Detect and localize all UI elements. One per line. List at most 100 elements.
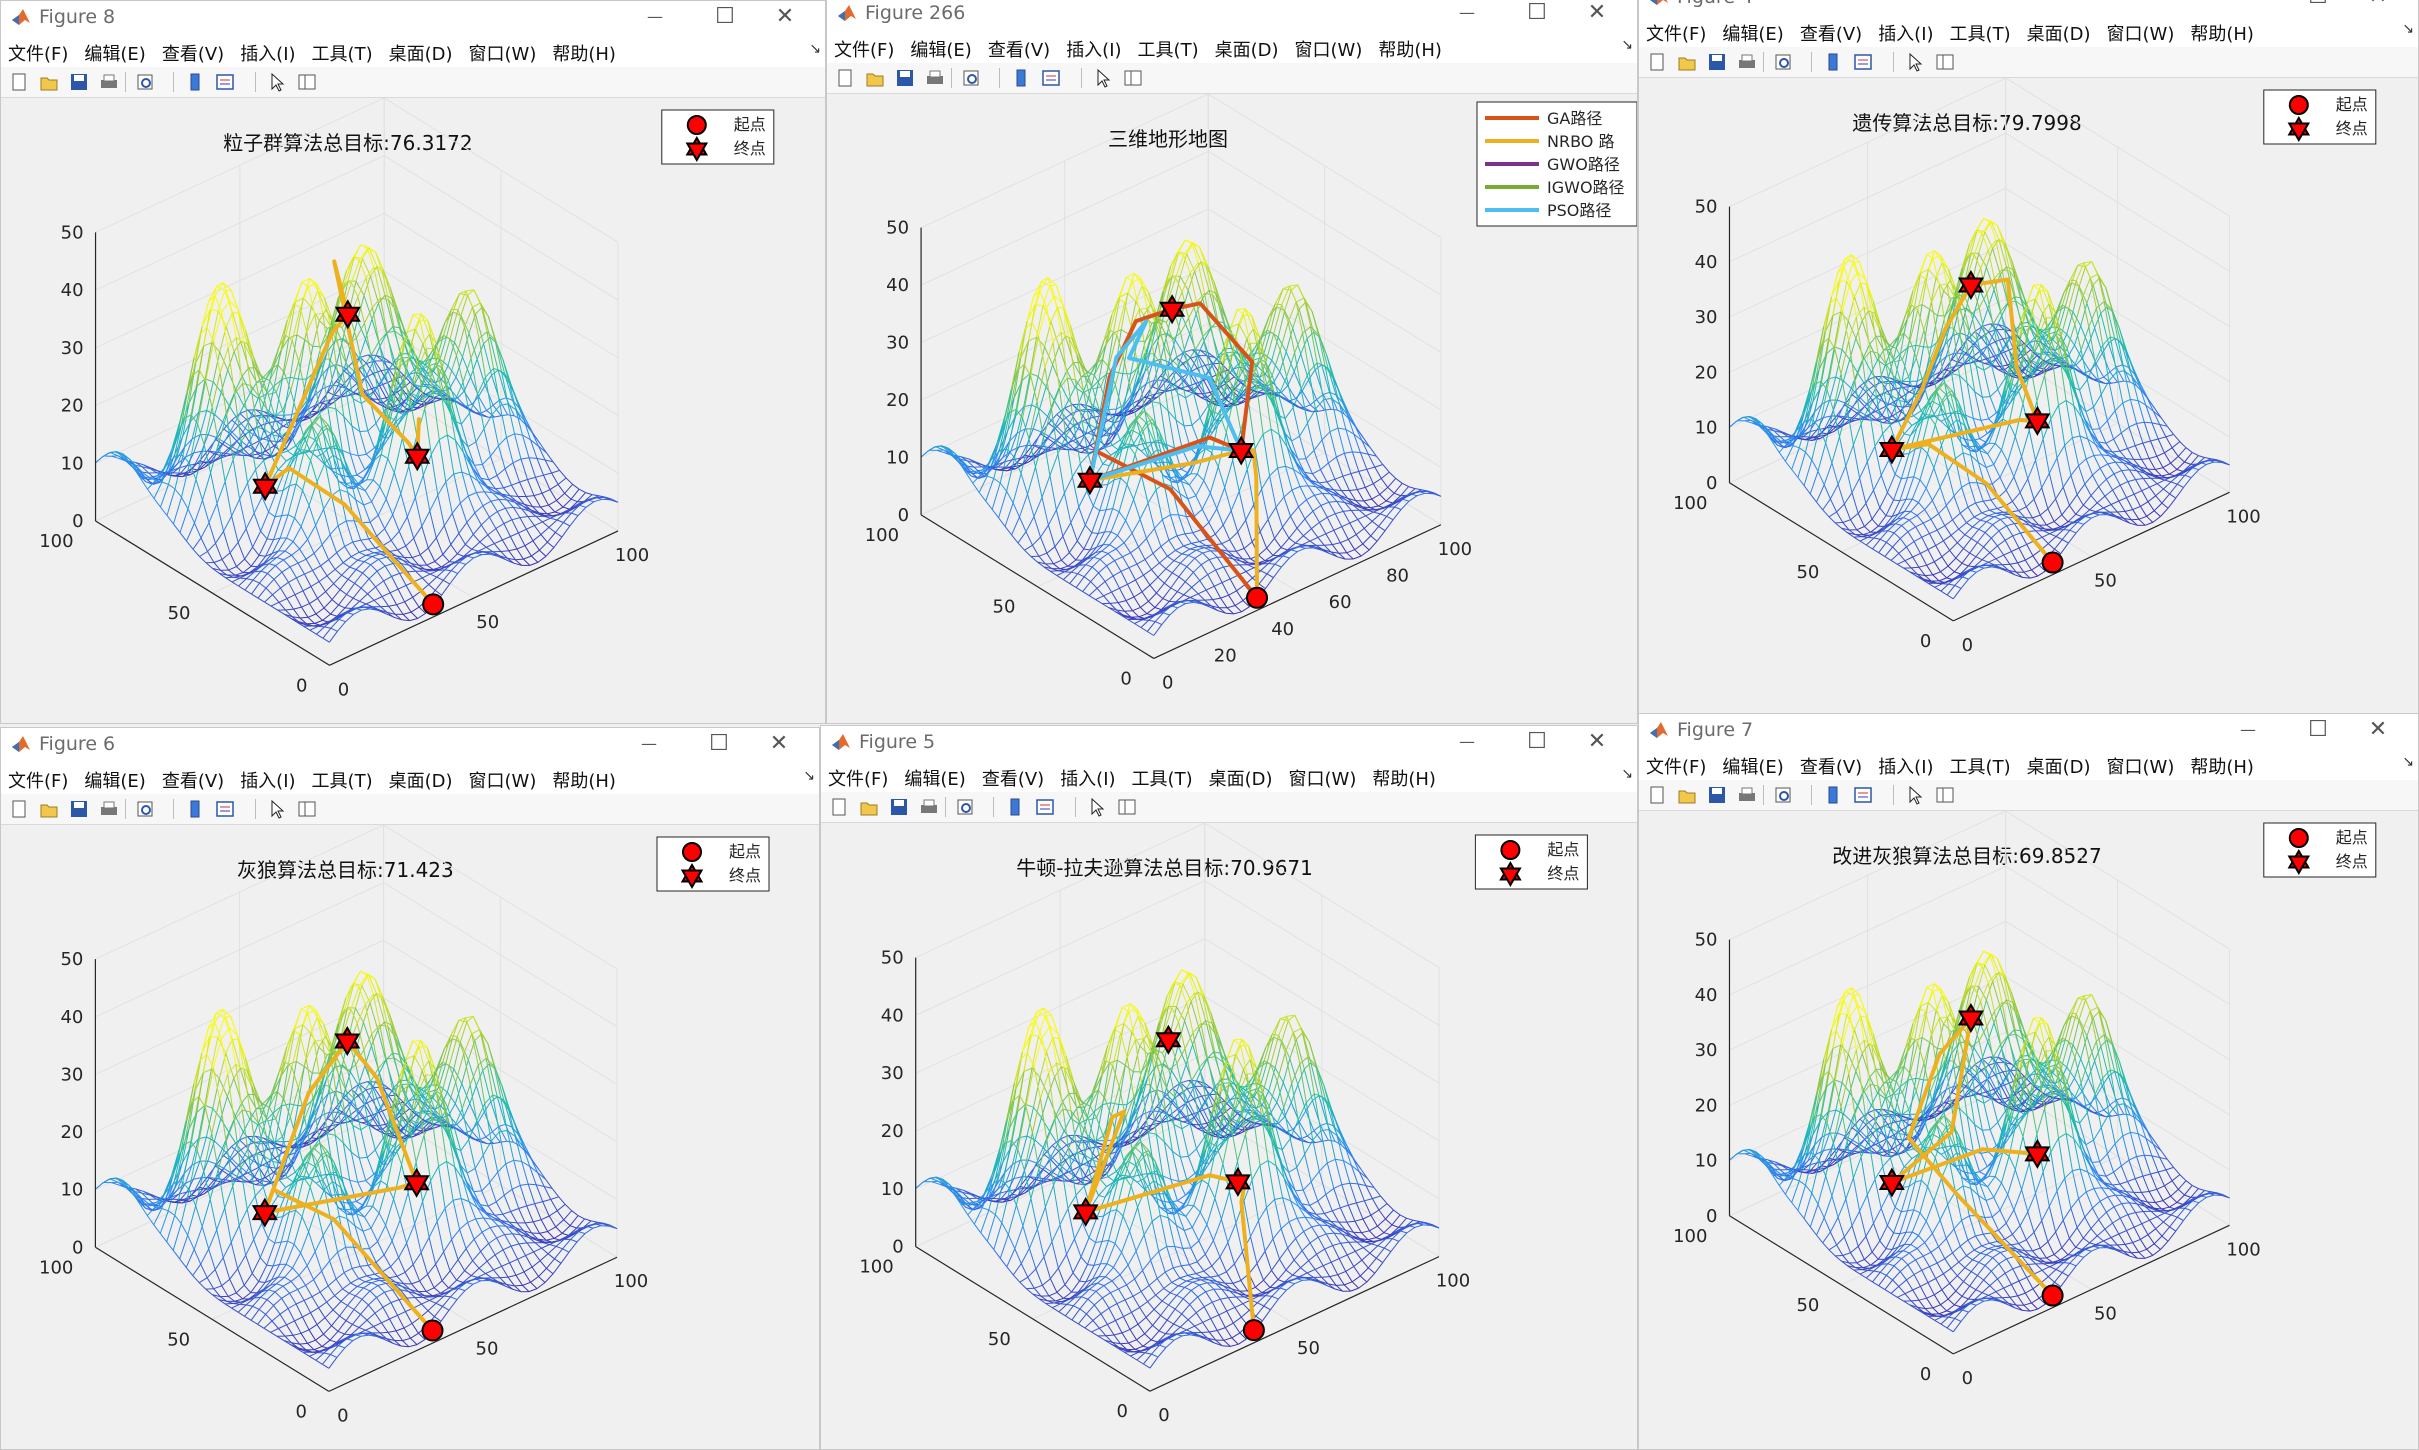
new-figure-icon[interactable] [1647,785,1667,805]
window-titlebar[interactable]: Figure 266 — ☐ ✕ [827,0,1637,31]
menu-item[interactable]: 查看(V) [981,769,1045,790]
colorbar-icon[interactable] [185,72,205,92]
menu-item[interactable]: 帮助(H) [1372,769,1436,790]
print-preview-icon[interactable] [1773,52,1793,72]
menu-item[interactable]: 查看(V) [161,44,225,65]
menu-item[interactable]: 桌面(D) [388,44,453,65]
menu-item[interactable]: 桌面(D) [1208,769,1273,790]
print-icon[interactable] [919,797,939,817]
legend-icon[interactable] [215,799,235,819]
menu-item[interactable]: 查看(V) [987,40,1051,61]
colorbar-icon[interactable] [1823,52,1843,72]
new-figure-icon[interactable] [1647,52,1667,72]
menu-item[interactable]: 窗口(W) [1294,40,1363,61]
window-titlebar[interactable]: Figure 5 — ☐ ✕ [821,726,1637,760]
maximize-button[interactable]: ☐ [1527,729,1547,754]
plot-area[interactable]: 牛顿-拉夫逊算法总目标:70.9671 0 10 20 30 40 50 0 50 100 0 50 1… [821,823,1637,1449]
legend-icon[interactable] [1041,68,1061,88]
print-icon[interactable] [99,799,119,819]
close-button[interactable]: ✕ [775,4,795,29]
window-titlebar[interactable]: Figure 7 — ☐ ✕ [1639,714,2418,748]
menu-item[interactable]: 文件(F) [8,44,69,65]
plot-area[interactable]: 遗传算法总目标:79.7998 0 10 20 30 40 50 0 50 100 0 50 100 起点… [1639,78,2418,713]
menu-item[interactable]: 文件(F) [1646,757,1707,778]
print-icon[interactable] [99,72,119,92]
property-inspector-icon[interactable] [297,72,317,92]
menu-item[interactable]: 工具(T) [1949,757,2011,778]
open-file-icon[interactable] [1677,52,1697,72]
print-preview-icon[interactable] [955,797,975,817]
new-figure-icon[interactable] [9,799,29,819]
plot-area[interactable]: 改进灰狼算法总目标:69.8527 0 10 20 30 40 50 0 50 100 0 50 100… [1639,811,2418,1449]
menu-item[interactable]: 查看(V) [161,771,225,792]
menu-overflow-arrow-icon[interactable]: ↘ [809,41,821,57]
plot-area[interactable]: 粒子群算法总目标:76.3172 0 10 20 30 40 50 0 50 100 0 50 100 起… [1,98,825,723]
menu-item[interactable]: 窗口(W) [2106,24,2175,45]
menu-item[interactable]: 编辑(E) [1722,24,1784,45]
menu-item[interactable]: 工具(T) [1137,40,1199,61]
menu-item[interactable]: 工具(T) [311,44,373,65]
save-icon[interactable] [69,799,89,819]
menu-item[interactable]: 插入(I) [1060,769,1116,790]
save-icon[interactable] [1707,785,1727,805]
menu-item[interactable]: 插入(I) [1066,40,1122,61]
print-preview-icon[interactable] [135,72,155,92]
menu-overflow-arrow-icon[interactable]: ↘ [1621,37,1633,53]
property-inspector-icon[interactable] [297,799,317,819]
close-button[interactable]: ✕ [2348,0,2408,15]
menu-item[interactable]: 帮助(H) [552,771,616,792]
menu-item[interactable]: 插入(I) [1878,24,1934,45]
save-icon[interactable] [895,68,915,88]
close-button[interactable]: ✕ [769,731,789,756]
maximize-button[interactable]: ☐ [715,4,735,29]
window-titlebar[interactable]: Figure 8 — ☐ ✕ [1,1,825,35]
maximize-button[interactable]: ☐ [709,731,729,756]
open-file-icon[interactable] [1677,785,1697,805]
menu-item[interactable]: 窗口(W) [1288,769,1357,790]
menu-overflow-arrow-icon[interactable]: ↘ [1621,766,1633,782]
open-file-icon[interactable] [859,797,879,817]
save-icon[interactable] [1707,52,1727,72]
menu-overflow-arrow-icon[interactable]: ↘ [2402,21,2414,37]
close-button[interactable]: ✕ [1587,0,1607,25]
new-figure-icon[interactable] [9,72,29,92]
colorbar-icon[interactable] [1005,797,1025,817]
minimize-button[interactable]: — [641,734,657,753]
menu-item[interactable]: 桌面(D) [2026,757,2091,778]
menu-item[interactable]: 查看(V) [1799,757,1863,778]
menu-item[interactable]: 桌面(D) [1214,40,1279,61]
pointer-icon[interactable] [1905,785,1925,805]
pointer-icon[interactable] [1087,797,1107,817]
pointer-icon[interactable] [1905,52,1925,72]
close-button[interactable]: ✕ [1587,729,1607,754]
print-preview-icon[interactable] [961,68,981,88]
menu-item[interactable]: 工具(T) [1949,24,2011,45]
minimize-button[interactable]: — [1459,732,1475,751]
minimize-button[interactable]: — [2240,720,2256,739]
menu-item[interactable]: 帮助(H) [2190,24,2254,45]
maximize-button[interactable]: ☐ [2308,717,2328,742]
menu-item[interactable]: 编辑(E) [84,771,146,792]
print-preview-icon[interactable] [135,799,155,819]
menu-item[interactable]: 窗口(W) [2106,757,2175,778]
menu-item[interactable]: 文件(F) [834,40,895,61]
menu-item[interactable]: 编辑(E) [910,40,972,61]
print-icon[interactable] [1737,785,1757,805]
menu-item[interactable]: 帮助(H) [552,44,616,65]
minimize-button[interactable]: — [647,7,663,26]
print-icon[interactable] [1737,52,1757,72]
window-titlebar[interactable]: Figure 6 — ☐ ✕ [1,728,819,762]
print-icon[interactable] [925,68,945,88]
maximize-button[interactable]: ☐ [2288,0,2348,15]
figure-window-6[interactable]: Figure 6 — ☐ ✕ 文件(F) 编辑(E) 查看(V) 插入(I) 工具(T) 桌面(D… [0,727,820,1450]
new-figure-icon[interactable] [835,68,855,88]
menu-item[interactable]: 编辑(E) [84,44,146,65]
open-file-icon[interactable] [865,68,885,88]
print-preview-icon[interactable] [1773,785,1793,805]
minimize-button[interactable]: — [2218,0,2278,15]
open-file-icon[interactable] [39,799,59,819]
legend-icon[interactable] [1853,785,1873,805]
menu-item[interactable]: 插入(I) [1878,757,1934,778]
property-inspector-icon[interactable] [1935,785,1955,805]
save-icon[interactable] [889,797,909,817]
